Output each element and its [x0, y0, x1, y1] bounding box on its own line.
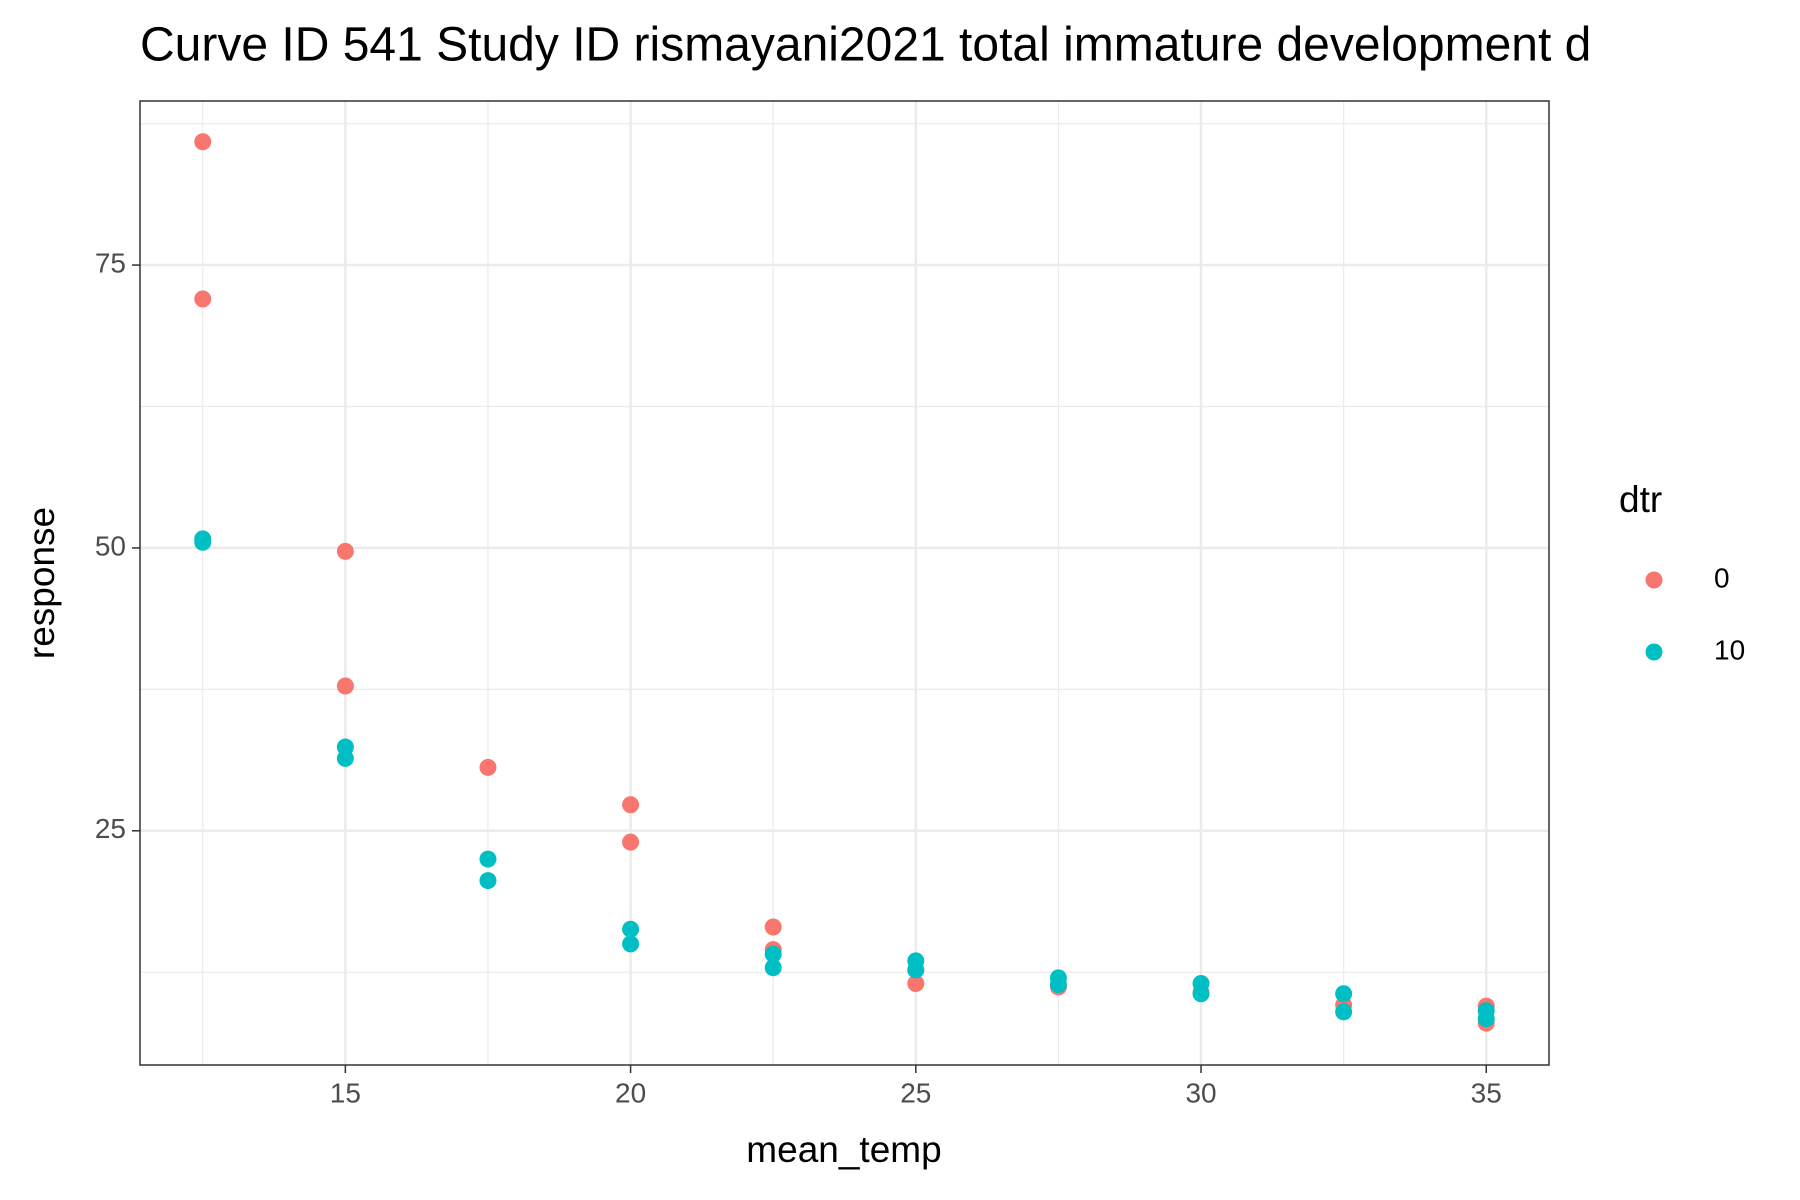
legend-marker [1645, 571, 1663, 589]
point [764, 959, 782, 977]
point [1335, 1003, 1353, 1021]
point [1477, 1010, 1495, 1028]
legend-label: 10 [1714, 634, 1745, 665]
point [479, 758, 497, 776]
point [336, 542, 354, 560]
point [194, 533, 212, 551]
x-tick-label: 25 [900, 1077, 931, 1108]
point [622, 920, 640, 938]
point [764, 918, 782, 936]
legend-marker [1645, 643, 1663, 661]
point [479, 850, 497, 868]
point [479, 872, 497, 890]
y-tick-label: 50 [95, 530, 126, 561]
marks [194, 133, 1495, 1032]
x-axis-label: mean_temp [746, 1129, 941, 1170]
point [336, 749, 354, 767]
legend-title: dtr [1619, 479, 1662, 520]
point [764, 945, 782, 963]
point [907, 975, 925, 993]
x-tick-label: 35 [1471, 1077, 1502, 1108]
point [622, 796, 640, 814]
point [622, 833, 640, 851]
grid [140, 101, 1549, 1065]
x-tick-label: 20 [615, 1077, 646, 1108]
y-tick-label: 75 [95, 247, 126, 278]
panel-border [139, 100, 1550, 1066]
x-tick-label: 30 [1185, 1077, 1216, 1108]
y-tick-label: 25 [95, 813, 126, 844]
point [907, 961, 925, 979]
point [1335, 985, 1353, 1003]
x-tick-label: 15 [330, 1077, 361, 1108]
point [194, 133, 212, 151]
chart-title: Curve ID 541 Study ID rismayani2021 tota… [140, 19, 1591, 72]
point [194, 290, 212, 308]
legend-label: 0 [1714, 562, 1730, 593]
point [1192, 985, 1210, 1003]
point [336, 677, 354, 695]
y-axis-label: response [21, 507, 62, 659]
point [1049, 976, 1067, 994]
point [622, 935, 640, 953]
